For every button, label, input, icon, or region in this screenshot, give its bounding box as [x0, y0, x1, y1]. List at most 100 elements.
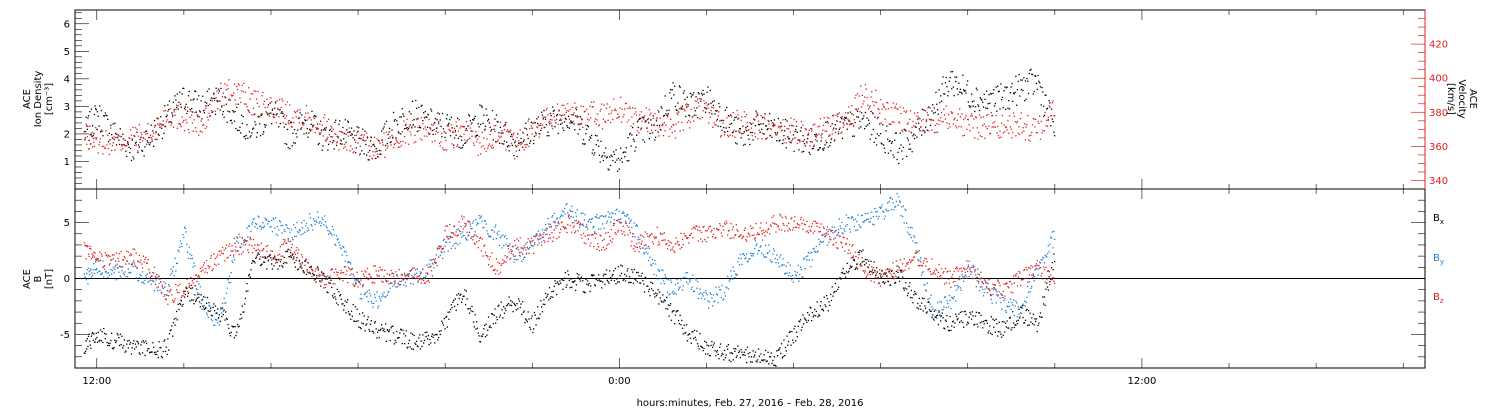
density-point	[738, 130, 739, 131]
density-point	[976, 88, 977, 89]
by-point	[173, 266, 174, 267]
density-point	[450, 135, 451, 136]
bz-point	[112, 254, 113, 255]
by-point	[193, 267, 194, 268]
density-point	[311, 124, 312, 125]
velocity-point	[961, 126, 962, 127]
velocity-point	[258, 106, 259, 107]
density-point	[641, 128, 642, 129]
by-point	[470, 226, 471, 227]
density-point	[735, 142, 736, 143]
bz-point	[515, 245, 516, 246]
bz-point	[481, 250, 482, 251]
density-point	[393, 112, 394, 113]
velocity-point	[284, 118, 285, 119]
density-point	[914, 138, 915, 139]
bz-point	[855, 256, 856, 257]
velocity-point	[483, 138, 484, 139]
by-point	[606, 223, 607, 224]
velocity-point	[605, 122, 606, 123]
bz-point	[904, 269, 905, 270]
by-point	[232, 262, 233, 263]
density-point	[410, 113, 411, 114]
bz-point	[775, 231, 776, 232]
velocity-point	[985, 126, 986, 127]
bz-point	[810, 231, 811, 232]
by-point	[665, 277, 666, 278]
by-point	[611, 217, 612, 218]
velocity-point	[250, 93, 251, 94]
density-point	[561, 115, 562, 116]
by-point	[610, 222, 611, 223]
density-point	[272, 109, 273, 110]
velocity-point	[954, 119, 955, 120]
density-point	[1019, 95, 1020, 96]
bz-point	[665, 239, 666, 240]
velocity-point	[919, 118, 920, 119]
by-point	[646, 251, 647, 252]
density-point	[172, 115, 173, 116]
bz-point	[652, 241, 653, 242]
by-point	[827, 245, 828, 246]
by-point	[770, 259, 771, 260]
velocity-point	[371, 146, 372, 147]
bz-point	[741, 238, 742, 239]
by-point	[805, 256, 806, 257]
bz-point	[244, 241, 245, 242]
by-point	[912, 227, 913, 228]
velocity-point	[664, 122, 665, 123]
bfield-axis-label-line: B	[33, 275, 44, 282]
velocity-point	[89, 126, 90, 127]
by-point	[684, 277, 685, 278]
density-point	[1034, 91, 1035, 92]
velocity-point	[891, 107, 892, 108]
velocity-point	[752, 135, 753, 136]
bz-point	[388, 283, 389, 284]
velocity-point	[294, 111, 295, 112]
by-point	[406, 286, 407, 287]
bz-point	[741, 234, 742, 235]
bz-point	[1018, 271, 1019, 272]
bz-point	[984, 279, 985, 280]
bz-point	[430, 266, 431, 267]
bz-point	[289, 250, 290, 251]
density-point	[240, 132, 241, 133]
density-point	[431, 110, 432, 111]
density-point	[186, 113, 187, 114]
bz-point	[144, 259, 145, 260]
velocity-point	[581, 106, 582, 107]
by-point	[360, 294, 361, 295]
bz-point	[471, 238, 472, 239]
by-point	[633, 233, 634, 234]
velocity-point	[965, 117, 966, 118]
density-point	[119, 144, 120, 145]
density-point	[125, 151, 126, 152]
bz-point	[101, 254, 102, 255]
density-point	[105, 112, 106, 113]
velocity-point	[691, 109, 692, 110]
density-point	[292, 133, 293, 134]
bz-point	[128, 252, 129, 253]
velocity-point	[427, 114, 428, 115]
velocity-point	[627, 122, 628, 123]
velocity-point	[225, 97, 226, 98]
by-point	[121, 270, 122, 271]
velocity-point	[700, 100, 701, 101]
density-point	[365, 144, 366, 145]
bz-point	[978, 282, 979, 283]
density-point	[160, 116, 161, 117]
by-point	[168, 284, 169, 285]
velocity-point	[499, 137, 500, 138]
density-point	[324, 128, 325, 129]
density-point	[418, 107, 419, 108]
bz-point	[462, 218, 463, 219]
velocity-point	[859, 95, 860, 96]
bz-point	[714, 228, 715, 229]
density-point	[281, 113, 282, 114]
density-point	[174, 109, 175, 110]
bz-point	[183, 293, 184, 294]
velocity-point	[966, 129, 967, 130]
by-point	[557, 218, 558, 219]
density-point	[406, 127, 407, 128]
density-point	[183, 88, 184, 89]
